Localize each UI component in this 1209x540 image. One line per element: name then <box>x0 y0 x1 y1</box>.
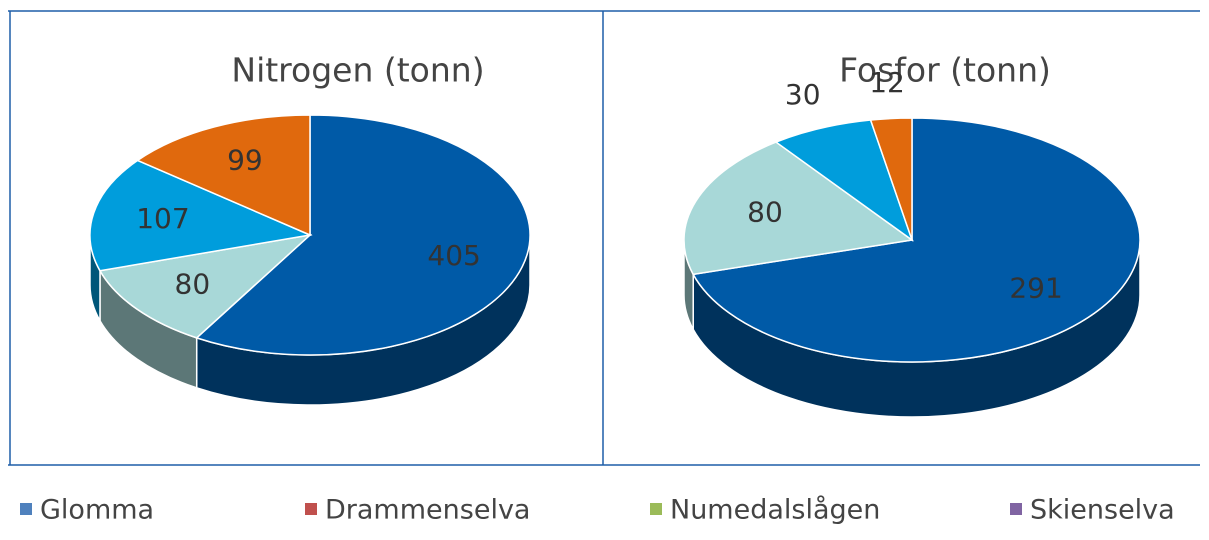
pie-slice <box>692 117 1141 363</box>
legend-label: Glomma <box>40 495 154 526</box>
chart-title: Fosfor (tonn) <box>839 51 1051 90</box>
legend-swatch <box>20 503 32 515</box>
legend-label: Skienselva <box>1030 495 1175 526</box>
pie-slice <box>195 114 531 356</box>
data-label: 107 <box>136 202 189 235</box>
pie-slice <box>774 119 914 242</box>
pie-slice <box>683 141 914 276</box>
legend-label: Drammenselva <box>325 495 530 526</box>
data-label: 80 <box>747 196 783 229</box>
legend-label: Numedalslågen <box>670 495 880 526</box>
data-label: 99 <box>227 144 263 177</box>
pie-slice <box>136 114 311 237</box>
chart-title: Nitrogen (tonn) <box>231 51 484 90</box>
pie-slice <box>869 117 913 241</box>
pie-slice <box>89 159 313 272</box>
data-label: 30 <box>785 78 821 111</box>
legend-swatch <box>1010 503 1022 515</box>
data-label: 12 <box>869 66 905 99</box>
data-label: 80 <box>175 267 211 300</box>
legend-swatch <box>650 503 662 515</box>
data-label: 291 <box>1009 272 1062 305</box>
data-label: 405 <box>427 239 480 272</box>
pie-slice <box>98 233 313 339</box>
legend-swatch <box>305 503 317 515</box>
